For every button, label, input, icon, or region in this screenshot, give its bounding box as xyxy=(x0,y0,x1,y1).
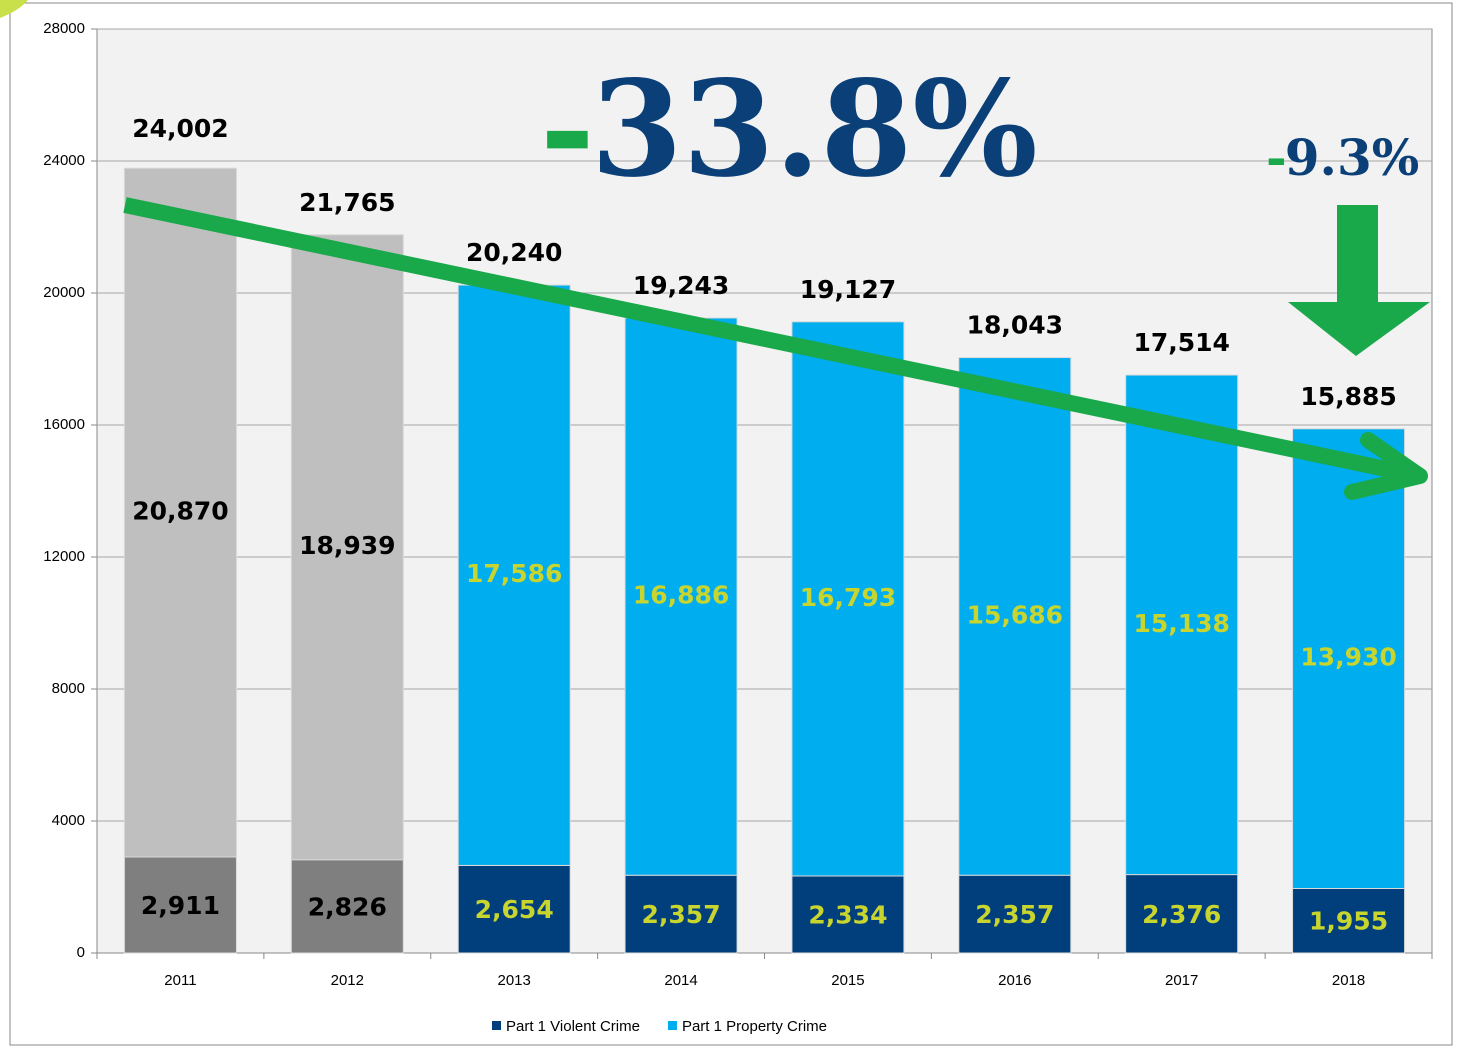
segment-label: 16,886 xyxy=(633,581,729,610)
segment-label: 2,357 xyxy=(975,900,1054,929)
total-label: 19,243 xyxy=(633,271,729,300)
bar-segment xyxy=(290,859,404,954)
total-label: 17,514 xyxy=(1133,328,1229,357)
bar-segment xyxy=(1125,374,1239,876)
segment-label: 2,334 xyxy=(808,900,887,929)
trend-arrow xyxy=(123,197,1407,481)
x-tick-label: 2017 xyxy=(1165,972,1198,989)
legend-label: Part 1 Violent Crime xyxy=(506,1018,640,1035)
y-tick-label: 4000 xyxy=(52,812,85,829)
y-tick-label: 24000 xyxy=(43,152,85,169)
bar-segment xyxy=(1292,887,1406,954)
segment-label: 1,955 xyxy=(1309,907,1388,936)
annotation-sign: - xyxy=(540,52,595,207)
segment-label: 16,793 xyxy=(800,583,896,612)
bar-segment xyxy=(123,856,237,954)
total-label: 24,002 xyxy=(132,114,228,143)
y-tick-label: 8000 xyxy=(52,680,85,697)
annotation: -9.3% xyxy=(1266,128,1419,187)
bar-segment xyxy=(290,234,404,861)
segment-label: 2,911 xyxy=(141,891,220,920)
y-tick-label: 28000 xyxy=(43,20,85,37)
x-tick-label: 2018 xyxy=(1332,972,1365,989)
x-tick-label: 2011 xyxy=(164,972,196,989)
bar-segment xyxy=(791,321,905,877)
x-tick-label: 2015 xyxy=(831,972,864,989)
total-label: 21,765 xyxy=(299,188,395,217)
x-tick-label: 2013 xyxy=(498,972,531,989)
bar-segment xyxy=(457,284,571,866)
x-tick-label: 2016 xyxy=(998,972,1031,989)
y-tick-label: 12000 xyxy=(43,548,85,565)
total-label: 18,043 xyxy=(967,311,1063,340)
segment-label: 15,138 xyxy=(1133,609,1229,638)
corner-decoration xyxy=(0,0,28,18)
annotation-text: 9.3% xyxy=(1285,128,1420,187)
segment-label: 18,939 xyxy=(299,531,395,560)
bar-segment xyxy=(958,874,1072,954)
bar-segment xyxy=(958,357,1072,876)
y-tick-label: 20000 xyxy=(43,284,85,301)
bar-segment xyxy=(1292,428,1406,889)
bar-segment xyxy=(123,167,237,858)
segment-label: 20,870 xyxy=(132,497,228,526)
segment-label: 2,357 xyxy=(642,900,721,929)
segment-label: 2,826 xyxy=(308,892,387,921)
segment-label: 2,376 xyxy=(1142,900,1221,929)
x-tick-label: 2014 xyxy=(664,972,697,989)
down-arrow xyxy=(1288,205,1430,356)
annotation-sign: - xyxy=(1266,128,1287,187)
annotation-text: 33.8% xyxy=(591,52,1038,207)
annotation: -33.8% xyxy=(540,52,1038,207)
segment-label: 13,930 xyxy=(1300,643,1396,672)
legend-swatch xyxy=(492,1021,501,1030)
legend-swatch xyxy=(667,1021,677,1030)
total-label: 15,885 xyxy=(1300,382,1396,411)
y-tick-label: 0 xyxy=(77,944,85,961)
trend-arrow-head xyxy=(1344,432,1428,500)
total-label: 20,240 xyxy=(466,238,562,267)
legend-label: Part 1 Property Crime xyxy=(682,1018,827,1035)
segment-label: 15,686 xyxy=(967,600,1063,629)
total-label: 19,127 xyxy=(800,275,896,304)
bar-segment xyxy=(624,874,738,954)
y-tick-label: 16000 xyxy=(43,416,85,433)
segment-label: 2,654 xyxy=(475,895,554,924)
bar-segment xyxy=(457,864,571,954)
x-tick-label: 2012 xyxy=(331,972,364,989)
segment-label: 17,586 xyxy=(466,559,562,588)
